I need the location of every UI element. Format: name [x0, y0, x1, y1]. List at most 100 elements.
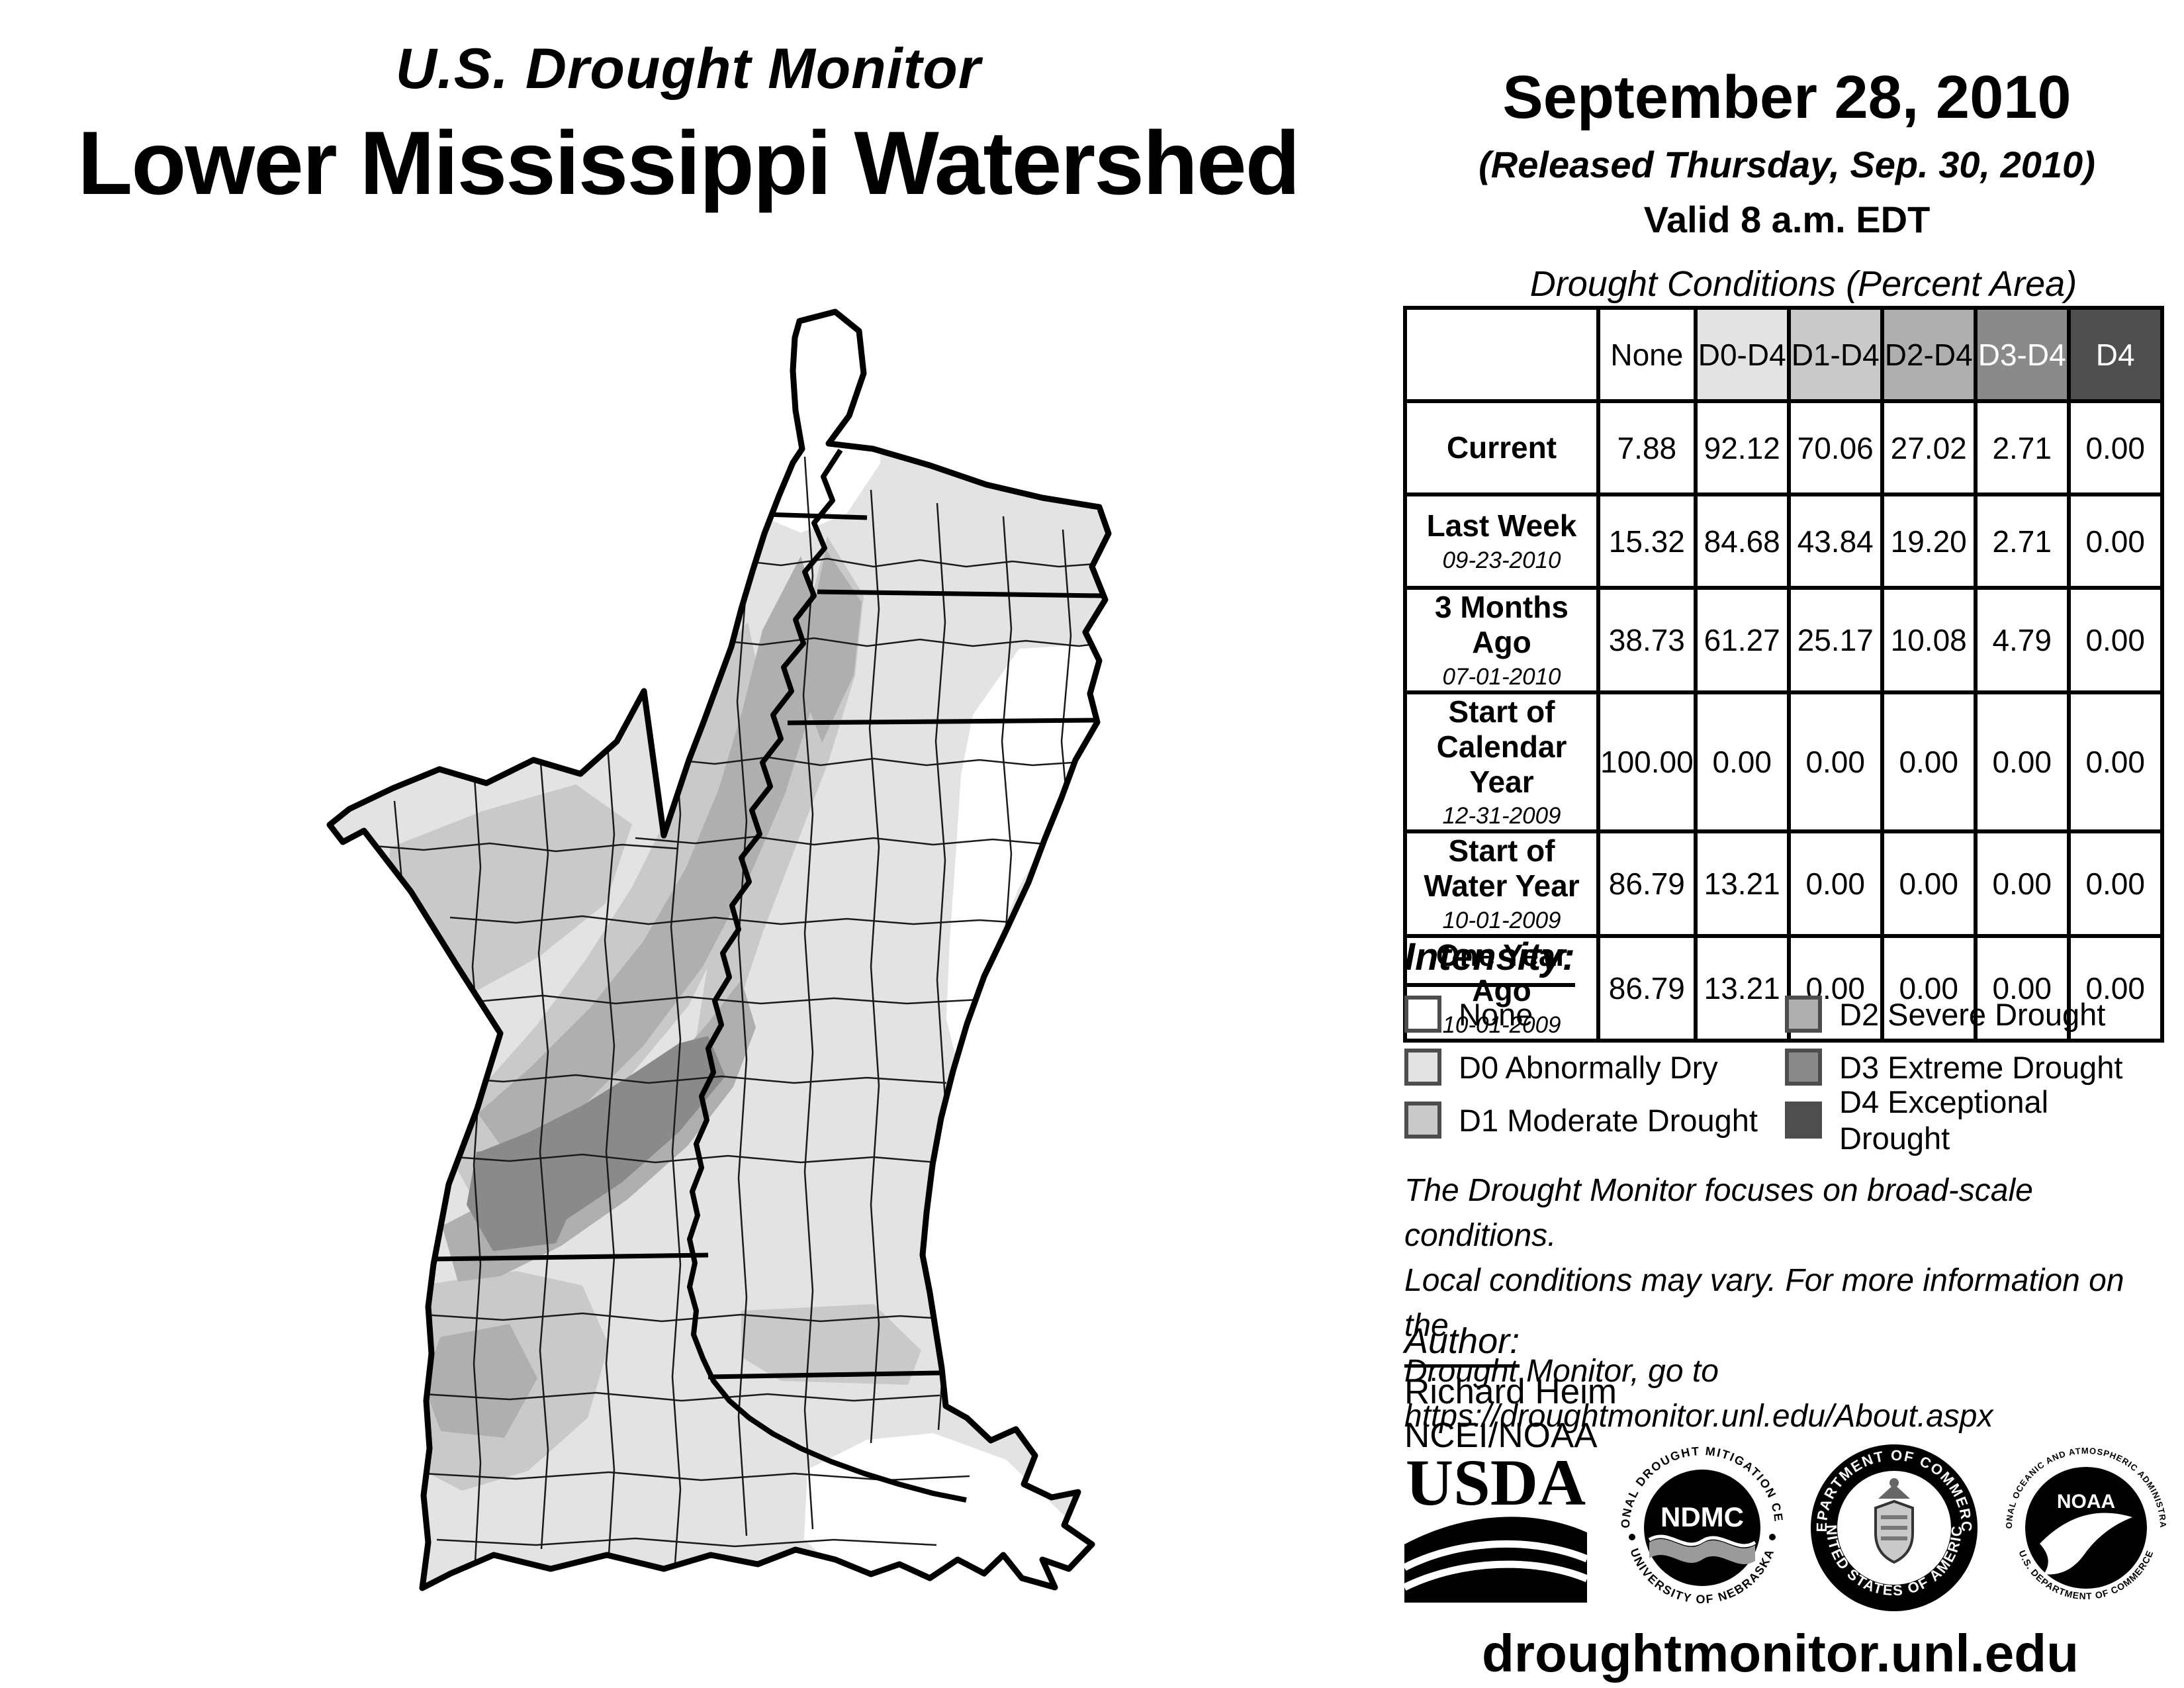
footer-url: droughtmonitor.unl.edu [1481, 1624, 2079, 1683]
cell-value: 0.00 [1880, 690, 1978, 834]
cell-value: 86.79 [1596, 829, 1698, 939]
legend-label: D4 Exceptional Drought [1839, 1084, 2049, 1156]
drought-conditions-table: None D0-D4 D1-D4 D2-D4 D3-D4 D4 Current … [1403, 306, 2164, 1043]
intensity-heading: Intensity: [1404, 935, 1575, 987]
col-header-d1d4: D1-D4 [1786, 306, 1884, 403]
cell-value: 0.00 [1973, 934, 2071, 1043]
drought-shading [330, 312, 1109, 1588]
cell-value: 0.00 [1786, 829, 1884, 939]
ndmc-logo: NATIONAL DROUGHT MITIGATION CENTER UNIVE… [1617, 1443, 1786, 1611]
watershed-map [79, 252, 1198, 1668]
cell-value: 13.21 [1693, 934, 1791, 1043]
report-title-block: U.S. Drought Monitor Lower Mississippi W… [40, 36, 1337, 214]
author-heading: Author: [1404, 1321, 1520, 1368]
cell-value: 7.88 [1596, 399, 1698, 496]
table-title: Drought Conditions (Percent Area) [1529, 264, 2077, 304]
cell-value: 61.27 [1693, 586, 1791, 694]
cell-value: 0.00 [1693, 690, 1791, 834]
date-block: September 28, 2010 (Released Thursday, S… [1416, 63, 2158, 241]
cell-value: 0.00 [1880, 934, 1978, 1043]
ndmc-logo-center-text: NDMC [1661, 1501, 1744, 1532]
table-row: Start of Water Year 10-01-2009 86.79 13.… [1403, 829, 2164, 939]
legend-item-none: None [1404, 988, 1778, 1041]
disclaimer-text: The Drought Monitor focuses on broad-sca… [1404, 1168, 2172, 1439]
legend-item-d1: D1 Moderate Drought [1404, 1094, 1778, 1147]
row-date: 10-01-2009 [1442, 1012, 1561, 1039]
cell-value: 0.00 [2066, 586, 2164, 694]
col-header-d3d4: D3-D4 [1973, 306, 2071, 403]
cell-value: 0.00 [2066, 399, 2164, 496]
legend-label: D2 Severe Drought [1839, 996, 2106, 1032]
col-header-d4: D4 [2066, 306, 2164, 403]
d2-swatch [1785, 996, 1822, 1033]
cell-value: 0.00 [1880, 829, 1978, 939]
watershed-outline [326, 308, 1112, 1591]
noaa-logo-center-text: NOAA [2057, 1491, 2115, 1513]
cell-value: 0.00 [1973, 690, 2071, 834]
row-label: Start of Water Year [1424, 833, 1580, 904]
valid-time: Valid 8 a.m. EDT [1643, 199, 1931, 240]
cell-value: 92.12 [1693, 399, 1791, 496]
cell-value: 86.79 [1596, 934, 1698, 1043]
col-header-d0d4: D0-D4 [1693, 306, 1791, 403]
d3-swatch [1785, 1049, 1822, 1086]
cell-value: 100.00 [1596, 690, 1698, 834]
legend-item-d2: D2 Severe Drought [1785, 988, 2159, 1041]
legend-item-d4: D4 Exceptional Drought [1785, 1084, 2159, 1156]
author-name: Richard Heim [1404, 1372, 1617, 1411]
doc-seal-logo: DEPARTMENT OF COMMERCE UNITED STATES OF … [1809, 1443, 1978, 1611]
cell-value: 43.84 [1786, 492, 1884, 590]
mississippi-river [687, 448, 967, 1503]
doc-shield-icon [1874, 1499, 1914, 1564]
table-row: Start of Calendar Year 12-31-2009 100.00… [1403, 690, 2164, 834]
report-subtitle: U.S. Drought Monitor [395, 37, 981, 101]
release-date: (Released Thursday, Sep. 30, 2010) [1479, 144, 2095, 185]
map-date: September 28, 2010 [1502, 64, 2071, 131]
row-date: 10-01-2009 [1442, 908, 1561, 934]
cell-value: 19.20 [1880, 492, 1978, 590]
d0-swatch [1404, 1049, 1441, 1086]
row-label: Last Week [1426, 508, 1577, 543]
row-label: One Year Ago [1435, 938, 1568, 1008]
table-row: Current 7.88 92.12 70.06 27.02 2.71 0.00 [1403, 399, 2164, 496]
legend-label: D0 Abnormally Dry [1459, 1049, 1718, 1085]
d1-swatch [1404, 1102, 1441, 1139]
table-row: One Year Ago 10-01-2009 86.79 13.21 0.00… [1403, 934, 2164, 1043]
legend-label: None [1459, 996, 1533, 1032]
noaa-logo: NATIONAL OCEANIC AND ATMOSPHERIC ADMINIS… [2001, 1443, 2169, 1611]
disclaimer-line: Local conditions may vary. For more info… [1404, 1263, 2124, 1344]
author-org: NCEI/NOAA [1404, 1416, 1598, 1455]
agency-logos: USDA NATIONAL DROUGHT MITIGATION CENTER … [1396, 1442, 2171, 1614]
cell-value: 10.08 [1880, 586, 1978, 694]
d4-swatch [1785, 1102, 1822, 1139]
row-label: Current [1446, 430, 1557, 465]
row-date: 12-31-2009 [1442, 803, 1561, 829]
page-title: Lower Mississippi Watershed [77, 113, 1300, 213]
state-lines [433, 511, 1103, 1380]
table-row: 3 Months Ago 07-01-2010 38.73 61.27 25.1… [1403, 586, 2164, 694]
legend-label: D1 Moderate Drought [1459, 1102, 1758, 1138]
cell-value: 27.02 [1880, 399, 1978, 496]
row-label: Start of Calendar Year [1436, 694, 1567, 799]
cell-value: 0.00 [2066, 492, 2164, 590]
col-header-d2d4: D2-D4 [1880, 306, 1978, 403]
row-date: 07-01-2010 [1442, 663, 1561, 690]
cell-value: 0.00 [2066, 690, 2164, 834]
legend-item-d0: D0 Abnormally Dry [1404, 1041, 1778, 1094]
cell-value: 25.17 [1786, 586, 1884, 694]
cell-value: 2.71 [1973, 492, 2071, 590]
cell-value: 0.00 [1786, 690, 1884, 834]
cell-value: 13.21 [1693, 829, 1791, 939]
col-header-none: None [1596, 306, 1698, 403]
none-swatch [1404, 996, 1441, 1033]
cell-value: 0.00 [2066, 829, 2164, 939]
cell-value: 0.00 [2066, 934, 2164, 1043]
usda-logo: USDA [1402, 1446, 1589, 1603]
row-date: 09-23-2010 [1442, 547, 1561, 573]
cell-value: 4.79 [1973, 586, 2071, 694]
cell-value: 84.68 [1693, 492, 1791, 590]
row-label: 3 Months Ago [1435, 590, 1569, 659]
cell-value: 15.32 [1596, 492, 1698, 590]
cell-value: 70.06 [1786, 399, 1884, 496]
noaa-seabird-icon [2040, 1513, 2132, 1575]
